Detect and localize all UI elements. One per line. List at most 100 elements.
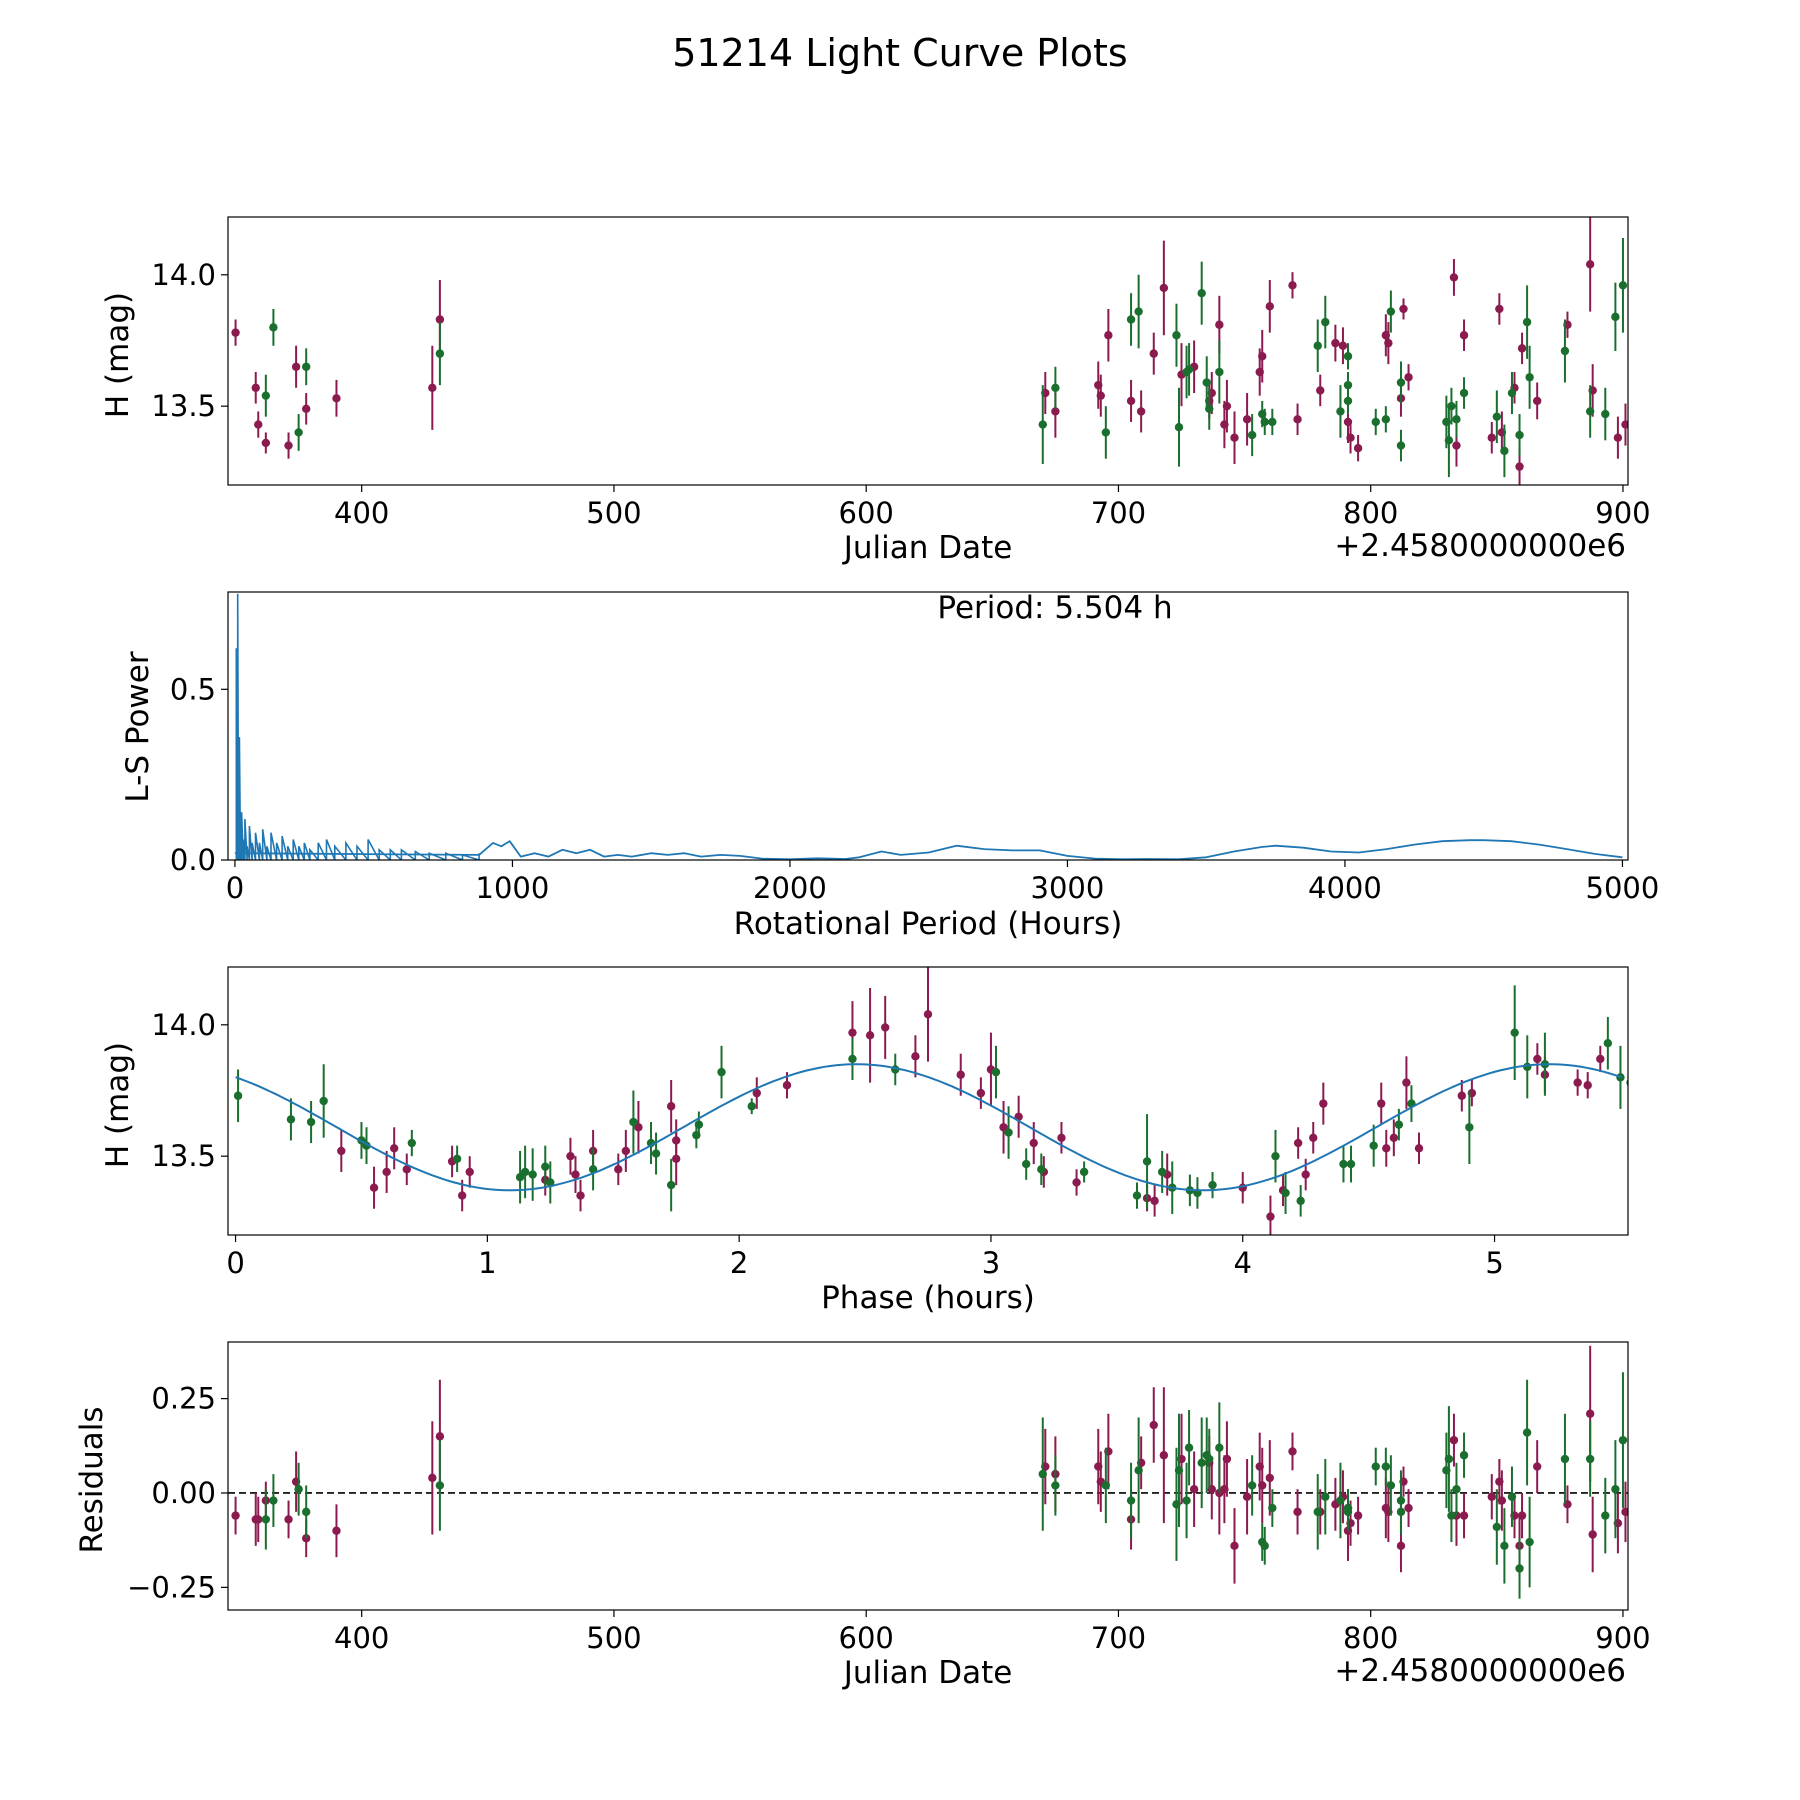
phased-xtick-label: 0 [226, 1246, 244, 1280]
phased-point [1603, 1038, 1613, 1048]
residuals-point [269, 1496, 278, 1505]
lightcurve-point [1447, 401, 1456, 411]
residuals-point [1313, 1507, 1322, 1517]
phased-point [382, 1167, 391, 1177]
residuals-point [1500, 1541, 1509, 1551]
phased-point [629, 1117, 638, 1127]
phased-point [1596, 1054, 1605, 1064]
figure-title: 51214 Light Curve Plots [672, 31, 1127, 75]
lightcurve-point [1399, 304, 1408, 314]
lightcurve-point [1495, 304, 1504, 314]
lightcurve-point [1136, 407, 1146, 416]
lightcurve-point [1247, 430, 1257, 440]
residuals-plot-area: 400 500 600 700 800 900 −0.25 0.00 0.25 [127, 1341, 1651, 1655]
phased-point [407, 1138, 417, 1148]
phased-point [233, 1091, 243, 1100]
lightcurve-xtick-label: 700 [1091, 496, 1146, 530]
lightcurve-point [1051, 407, 1060, 416]
lightcurve-point [1288, 281, 1297, 290]
lightcurve-xtick-label: 900 [1595, 496, 1650, 530]
residuals-point [1396, 1496, 1406, 1505]
phased-point [747, 1102, 756, 1111]
lightcurve-point [1215, 320, 1224, 329]
lightcurve-point [1202, 378, 1211, 387]
residuals-point [1288, 1447, 1297, 1456]
lightcurve-point [1343, 352, 1353, 361]
lightcurve-point [1215, 367, 1224, 377]
lightcurve-point [1618, 281, 1628, 290]
lightcurve-point [1321, 317, 1330, 327]
phased-point [1029, 1138, 1038, 1148]
phased-point [1296, 1196, 1305, 1206]
phased-point [571, 1170, 580, 1179]
phased-point [1271, 1151, 1280, 1161]
residuals-point [301, 1507, 311, 1517]
residuals-point [1371, 1462, 1380, 1471]
phased-point [1346, 1159, 1356, 1169]
phased-model-group [235, 1063, 1622, 1192]
phased-point [541, 1162, 550, 1171]
phased-point [1414, 1144, 1424, 1153]
lightcurve-point [1500, 446, 1509, 456]
phased-point [1266, 1212, 1275, 1221]
phased-point [1457, 1091, 1467, 1100]
residuals-point [1611, 1485, 1620, 1494]
lightcurve-point [1174, 422, 1184, 432]
residuals-xtick-label: 900 [1595, 1621, 1650, 1655]
lightcurve-point [1338, 341, 1348, 350]
phased-points [233, 967, 1628, 1235]
phased-xlabel: Phase (hours) [821, 1280, 1035, 1316]
lightcurve-point [301, 404, 311, 414]
residuals-offset: +2.4580000000e6 [1334, 1653, 1626, 1689]
phased-point [1573, 1078, 1582, 1087]
phased-point [1339, 1159, 1348, 1169]
residuals-point [1601, 1511, 1610, 1520]
residuals-point [1038, 1469, 1047, 1479]
lightcurve-point [1396, 378, 1406, 387]
phased-point [1037, 1165, 1046, 1174]
lightcurve-point [1184, 365, 1194, 374]
phased-point [694, 1120, 704, 1129]
lightcurve-point [291, 362, 301, 371]
phased-point [1382, 1144, 1391, 1153]
lightcurve-point [1331, 338, 1340, 348]
periodogram-xtick-label: 5000 [1586, 871, 1660, 905]
lightcurve-point [1336, 407, 1345, 416]
lightcurve-xtick-label: 600 [839, 496, 894, 530]
phased-xtick-label: 4 [1234, 1246, 1252, 1280]
phased-point [566, 1151, 575, 1161]
phased-point [1583, 1081, 1592, 1090]
residuals-point [1268, 1503, 1277, 1513]
light-curve-plot-area: 400 500 600 700 800 900 13.5 14.0 [151, 216, 1651, 530]
residuals-ytick-label: −0.25 [127, 1570, 216, 1604]
lightcurve-point [284, 441, 293, 450]
lightcurve-point [1230, 433, 1239, 442]
phased-point [306, 1117, 316, 1127]
phased-point [880, 1023, 890, 1032]
lightcurve-point [1343, 396, 1353, 406]
phased-model-curve [235, 1063, 1622, 1192]
residuals-point [231, 1511, 240, 1520]
phased-point [782, 1081, 792, 1090]
lightcurve-point [301, 362, 311, 371]
residuals-point [1260, 1541, 1269, 1551]
lightcurve-point [1096, 391, 1105, 400]
lightcurve-point [1134, 307, 1143, 316]
lightcurve-point [1293, 415, 1302, 424]
lightcurve-point [1101, 428, 1111, 437]
residuals-point [1159, 1451, 1169, 1460]
panel-residuals: Residuals Julian Date +2.4580000000e6 40… [74, 1341, 1651, 1691]
lightcurve-point [1051, 383, 1060, 392]
residuals-frame [227, 1341, 1629, 1611]
lightcurve-point [1260, 417, 1269, 427]
phased-point [614, 1165, 623, 1174]
residuals-point [1444, 1454, 1454, 1464]
phased-point [1281, 1188, 1290, 1198]
phased-point [956, 1070, 965, 1079]
residuals-point [1336, 1496, 1345, 1505]
phased-point [520, 1167, 530, 1177]
lightcurve-point [1601, 409, 1610, 419]
phased-point [717, 1067, 726, 1077]
residuals-xtick-label: 800 [1343, 1621, 1398, 1655]
phased-point [1377, 1099, 1386, 1108]
